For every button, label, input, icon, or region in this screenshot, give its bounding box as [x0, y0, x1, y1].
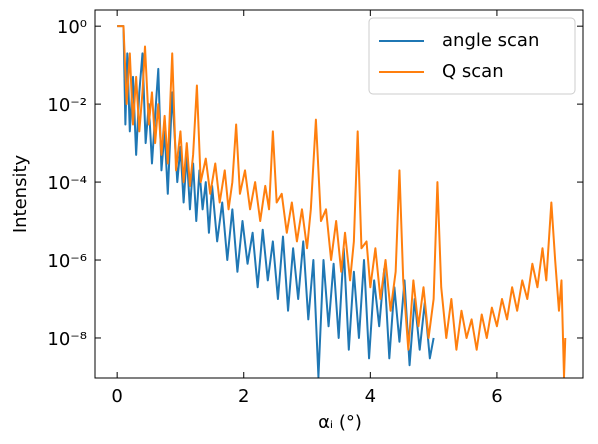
plot-frame — [94, 9, 584, 379]
y-tick-label: 10⁻⁴ — [47, 173, 87, 194]
legend-label: angle scan — [442, 30, 539, 51]
x-tick-label: 4 — [365, 386, 376, 407]
x-tick-label: 2 — [238, 386, 249, 407]
y-axis-label: Intensity — [10, 154, 31, 233]
x-tick-label: 0 — [111, 386, 122, 407]
legend-label: Q scan — [442, 61, 504, 82]
y-tick-label: 10⁻² — [47, 95, 87, 116]
y-tick-label: 10⁻⁶ — [47, 251, 87, 272]
y-tick-label: 10⁻⁸ — [47, 329, 87, 350]
series-line — [117, 25, 435, 378]
legend-box — [368, 17, 576, 95]
x-tick-label: 6 — [491, 386, 502, 407]
series-line — [117, 25, 567, 378]
legend: angle scan Q scan — [368, 17, 576, 95]
x-axis-label: αᵢ (°) — [318, 412, 362, 433]
y-tick-label: 10⁰ — [57, 17, 87, 38]
